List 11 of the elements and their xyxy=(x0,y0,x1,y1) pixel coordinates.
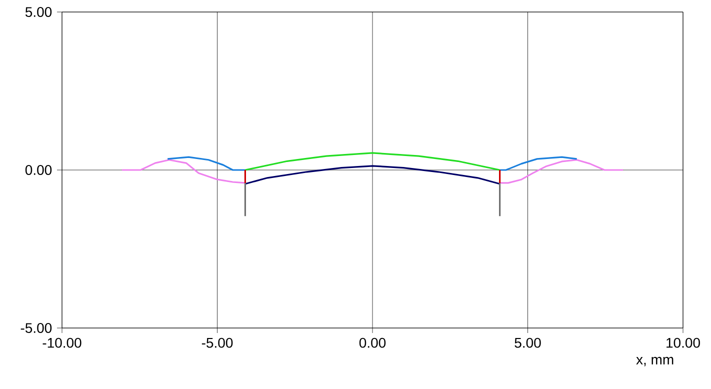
x-tick-label: 10.00 xyxy=(666,338,700,348)
y-tick-label: 0.00 xyxy=(25,165,52,175)
x-axis-title: x, mm xyxy=(636,356,674,366)
line-series xyxy=(244,165,501,185)
x-tick-label: 0.00 xyxy=(359,338,386,348)
x-tick-label: -10.00 xyxy=(42,338,82,348)
line-series xyxy=(244,152,501,171)
x-tick-label: -5.00 xyxy=(202,338,233,348)
x-tick-label: 5.00 xyxy=(514,338,541,348)
y-tick-label: 5.00 xyxy=(25,7,52,17)
y-tick-label: -5.00 xyxy=(20,323,52,333)
